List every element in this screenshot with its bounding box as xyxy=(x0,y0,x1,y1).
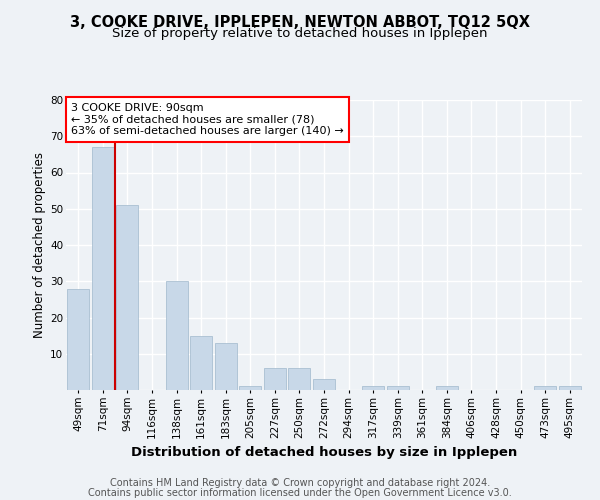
Bar xyxy=(190,336,212,390)
X-axis label: Distribution of detached houses by size in Ipplepen: Distribution of detached houses by size … xyxy=(131,446,517,459)
Bar xyxy=(534,386,556,390)
Y-axis label: Number of detached properties: Number of detached properties xyxy=(33,152,46,338)
Bar xyxy=(436,386,458,390)
Bar xyxy=(264,368,286,390)
Bar xyxy=(362,386,384,390)
Text: Contains public sector information licensed under the Open Government Licence v3: Contains public sector information licen… xyxy=(88,488,512,498)
Bar xyxy=(559,386,581,390)
Bar xyxy=(215,343,237,390)
Bar xyxy=(116,205,139,390)
Bar xyxy=(166,281,188,390)
Text: Contains HM Land Registry data © Crown copyright and database right 2024.: Contains HM Land Registry data © Crown c… xyxy=(110,478,490,488)
Bar xyxy=(67,288,89,390)
Bar xyxy=(289,368,310,390)
Bar xyxy=(313,379,335,390)
Text: 3, COOKE DRIVE, IPPLEPEN, NEWTON ABBOT, TQ12 5QX: 3, COOKE DRIVE, IPPLEPEN, NEWTON ABBOT, … xyxy=(70,15,530,30)
Text: 3 COOKE DRIVE: 90sqm
← 35% of detached houses are smaller (78)
63% of semi-detac: 3 COOKE DRIVE: 90sqm ← 35% of detached h… xyxy=(71,103,344,136)
Bar xyxy=(239,386,262,390)
Text: Size of property relative to detached houses in Ipplepen: Size of property relative to detached ho… xyxy=(112,28,488,40)
Bar xyxy=(386,386,409,390)
Bar xyxy=(92,147,114,390)
